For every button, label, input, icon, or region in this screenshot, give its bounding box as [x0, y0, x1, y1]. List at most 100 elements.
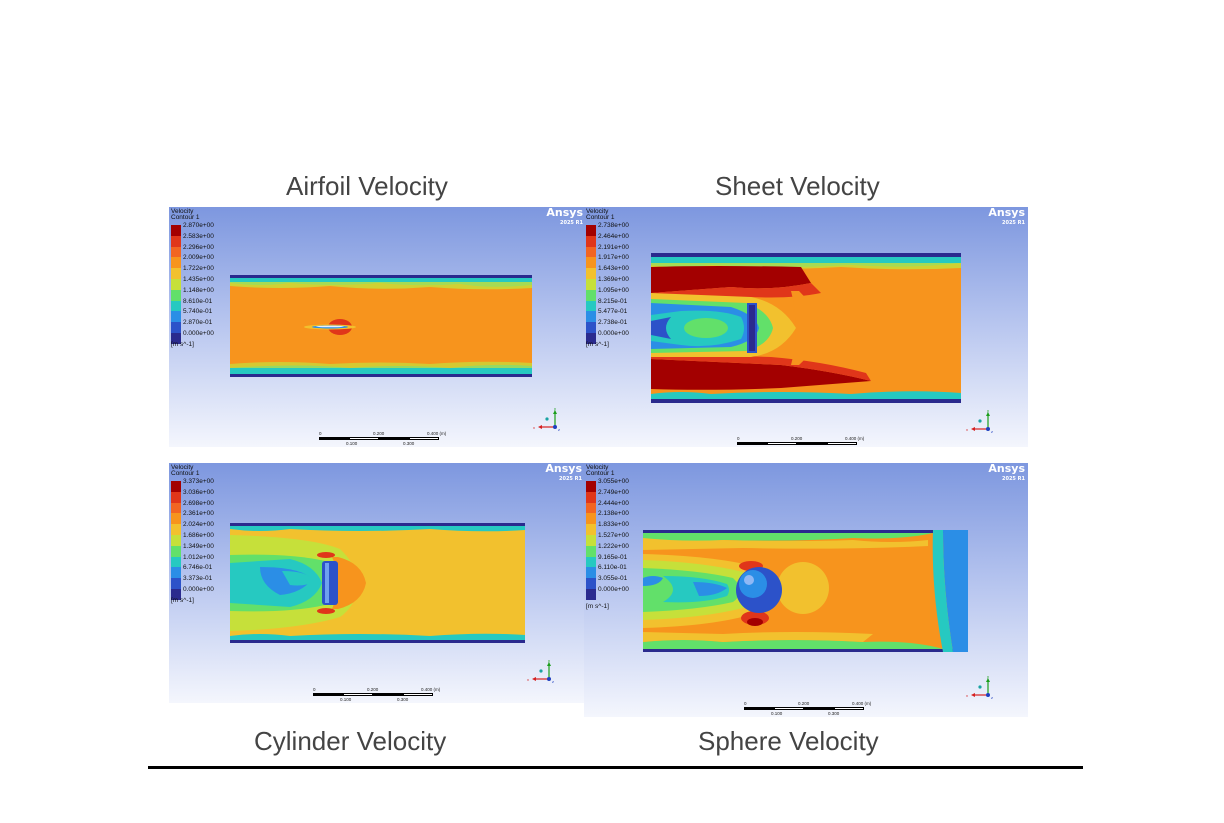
colorbar-segment: [586, 491, 596, 503]
legend-title: Velocity Contour 1: [171, 464, 200, 477]
legend-value: 1.833e+00: [598, 521, 629, 529]
ansys-logo: Ansys 2025 R1: [546, 207, 583, 226]
legend-colorbar: [171, 225, 181, 344]
legend-value: 9.165e-01: [598, 553, 628, 561]
scale-tick-label: 0.200: [373, 431, 385, 436]
legend-value: 8.610e-01: [183, 297, 213, 305]
colorbar-segment: [171, 322, 181, 333]
legend-value: 1.095e+00: [598, 286, 629, 294]
scale-bar: 0 0.200 0.400 (m) 0.100 0.300: [737, 436, 864, 447]
colorbar-segment: [586, 524, 596, 535]
scale-tick-label: 0.400 (m): [852, 701, 872, 706]
axis-label-x: x: [527, 677, 529, 682]
axis-triad: y x z: [966, 408, 996, 435]
colorbar-segment: [586, 556, 596, 568]
axis-label-x: x: [966, 693, 968, 698]
legend-values: 3.373e+00 3.036e+00 2.698e+00 2.361e+00 2.02…: [183, 477, 214, 596]
axis-triad: y x z: [533, 406, 563, 433]
scale-bar-segment: [827, 442, 857, 445]
legend-value: 1.527e+00: [598, 531, 629, 539]
ansys-logo: Ansys 2025 R1: [545, 463, 582, 482]
legend-value: 1.222e+00: [598, 542, 629, 550]
legend-value: 2.361e+00: [183, 510, 214, 518]
axis-label-y: y: [987, 409, 989, 413]
ansys-logo: Ansys 2025 R1: [988, 463, 1025, 482]
colorbar-segment: [586, 246, 596, 258]
legend-value: 2.738e-01: [598, 319, 628, 327]
legend-value: 2.191e+00: [598, 243, 629, 251]
colorbar-segment: [171, 502, 181, 514]
scale-tick-label: 0.200: [798, 701, 810, 706]
legend-value: 0.000e+00: [598, 329, 629, 337]
colorbar-segment: [586, 481, 596, 492]
legend-value: 2.583e+00: [183, 232, 214, 240]
sphere-velocity-panel: Velocity Contour 1 3.055e+00 2.749e+00 2.44…: [584, 463, 1028, 717]
legend-values: 2.870e+00 2.583e+00 2.296e+00 2.009e+00 1.72…: [183, 221, 214, 340]
colorbar-segment: [586, 567, 596, 579]
legend-value: 1.369e+00: [598, 275, 629, 283]
colorbar-segment: [586, 257, 596, 269]
scale-tick-label: 0.200: [791, 436, 803, 441]
colorbar-segment: [171, 235, 181, 247]
colorbar-segment: [586, 588, 596, 600]
colorbar-segment: [171, 481, 181, 492]
scale-tick-label: 0.300: [403, 441, 415, 446]
axis-triad: y x z: [966, 674, 996, 701]
legend-value: 1.686e+00: [183, 531, 214, 539]
legend-value: 2.444e+00: [598, 499, 629, 507]
legend-unit: [m s^-1]: [171, 341, 194, 348]
legend-value: 2.138e+00: [598, 510, 629, 518]
scale-tick-label: 0.300: [828, 711, 840, 716]
axis-label-z: z: [991, 695, 993, 700]
scale-bar-segment: [834, 707, 864, 710]
colorbar-segment: [171, 578, 181, 589]
colorbar-segment: [171, 491, 181, 503]
legend-colorbar: [171, 481, 181, 600]
legend-value: 1.917e+00: [598, 254, 629, 262]
legend-value: 8.215e-01: [598, 297, 628, 305]
scale-tick-label: 0.400 (m): [427, 431, 447, 436]
scale-bar-segment: [804, 707, 834, 710]
cylinder-contour-plot: [230, 523, 525, 643]
colorbar-segment: [586, 300, 596, 312]
colorbar-segment: [171, 556, 181, 568]
scale-bar: 0 0.200 0.400 (m) 0.100 0.300: [744, 701, 871, 717]
caption-sheet: Sheet Velocity: [715, 171, 880, 201]
caption-airfoil: Airfoil Velocity: [286, 171, 448, 201]
legend-value: 6.746e-01: [183, 564, 213, 572]
legend-value: 0.000e+00: [183, 585, 214, 593]
legend-colorbar: [586, 225, 596, 344]
scale-bar-segment: [797, 442, 827, 445]
colorbar-segment: [171, 545, 181, 557]
colorbar-segment: [171, 225, 181, 236]
colorbar-segment: [171, 268, 181, 279]
colorbar-segment: [171, 524, 181, 535]
legend-values: 2.738e+00 2.464e+00 2.191e+00 1.917e+00 1.64…: [598, 221, 629, 340]
legend-value: 0.000e+00: [183, 329, 214, 337]
legend-title: Velocity Contour 1: [171, 208, 200, 221]
scale-bar-segment: [744, 707, 774, 710]
legend-unit: [m s^-1]: [171, 597, 194, 604]
ansys-logo: Ansys 2025 R1: [988, 207, 1025, 226]
colorbar-segment: [171, 513, 181, 525]
colorbar-segment: [171, 534, 181, 546]
legend-values: 3.055e+00 2.749e+00 2.444e+00 2.138e+00 1.83…: [598, 477, 629, 596]
colorbar-segment: [586, 332, 596, 344]
colorbar-segment: [586, 502, 596, 514]
legend-value: 1.435e+00: [183, 275, 214, 283]
legend-value: 3.055e-01: [598, 575, 628, 583]
sheet-velocity-panel: Velocity Contour 1 2.738e+00 2.464e+00 2.19…: [584, 207, 1028, 447]
colorbar-segment: [171, 311, 181, 323]
colorbar-segment: [171, 588, 181, 600]
scale-tick-label: 0.300: [821, 446, 832, 447]
colorbar-segment: [171, 332, 181, 344]
colorbar-segment: [586, 268, 596, 279]
scale-bar: 0 0.200 0.400 (m) 0.100 0.300: [319, 431, 446, 447]
legend-value: 2.738e+00: [598, 222, 629, 229]
scale-bar-segment: [343, 693, 373, 696]
legend-value: 2.698e+00: [183, 499, 214, 507]
axis-label-y: y: [987, 675, 989, 679]
scale-tick-label: 0.400 (m): [845, 436, 865, 441]
legend-value: 3.373e+00: [183, 478, 214, 485]
airfoil-contour-plot: [230, 275, 532, 377]
